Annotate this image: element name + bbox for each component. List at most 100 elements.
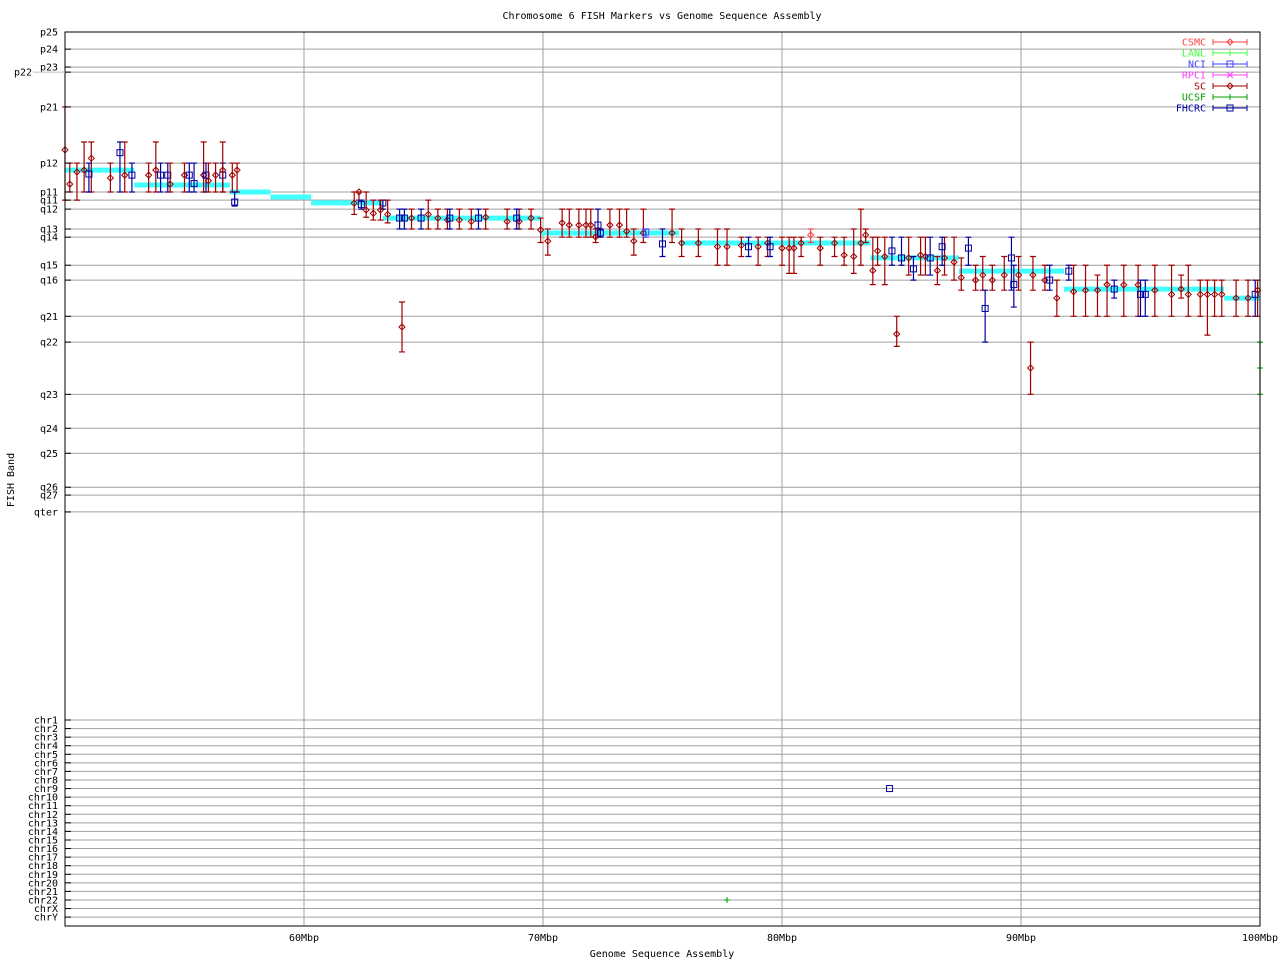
marker-point — [806, 231, 815, 239]
y-band-tick-label: p12 — [40, 159, 58, 170]
error-bar — [669, 208, 676, 244]
marker-sc — [228, 162, 237, 193]
marker-point — [587, 221, 595, 229]
marker-point — [737, 241, 746, 250]
marker-point — [116, 149, 124, 157]
y-band-tick-label: q23 — [40, 390, 58, 401]
marker-sc — [106, 162, 115, 193]
error-bar — [1001, 255, 1008, 291]
y-chr-tick-label: chrX — [34, 904, 58, 915]
marker-sc — [1029, 255, 1037, 291]
y-chr-tick-label: chr3 — [34, 733, 58, 744]
error-bar — [724, 228, 731, 266]
y-chr-tick-label: chr9 — [34, 784, 58, 795]
legend-sample-marker — [1226, 104, 1234, 112]
marker-sc — [591, 228, 600, 244]
error-bar — [1053, 279, 1060, 317]
y-band-tick-label: q21 — [40, 312, 58, 323]
error-bar — [767, 236, 774, 258]
legend-entry-ucsf: UCSF — [1182, 93, 1248, 104]
marker-point — [1120, 281, 1128, 289]
marker-sc — [873, 236, 882, 266]
marker-sc — [1184, 264, 1193, 317]
error-bar — [513, 208, 520, 230]
marker-point — [204, 177, 213, 185]
error-bar — [559, 208, 566, 238]
marker-point — [219, 166, 227, 174]
legend-sample-marker — [1227, 94, 1233, 100]
y-band-tick-label: p22 — [14, 68, 32, 79]
marker-point — [816, 244, 824, 252]
legend-label: CSMC — [1182, 38, 1206, 49]
y-chr-tick-label: chr2 — [34, 724, 58, 735]
error-bar — [446, 208, 453, 230]
y-chr-tick-label: chr8 — [34, 775, 58, 786]
marker-sc — [481, 208, 490, 230]
marker-point — [979, 271, 987, 279]
error-bar — [1211, 279, 1218, 317]
error-bar — [1010, 264, 1017, 308]
off-chromosome-marker — [886, 785, 894, 793]
error-bar — [418, 208, 425, 230]
marker-point — [434, 214, 442, 222]
marker-fhcrc — [659, 228, 666, 258]
marker-point — [1196, 290, 1204, 299]
error-bar — [874, 236, 881, 266]
y-band-tick-label: q26 — [40, 483, 58, 494]
y-chr-tick-label: chr19 — [28, 870, 58, 881]
error-bar — [1104, 264, 1111, 317]
y-chr-tick-label: chr5 — [34, 750, 58, 761]
marker-sc — [536, 217, 545, 244]
marker-point — [1232, 294, 1240, 302]
marker-sc — [121, 141, 129, 193]
marker-point — [893, 330, 901, 338]
marker-sc — [527, 208, 535, 230]
error-bar — [678, 228, 685, 258]
marker-point — [830, 239, 839, 247]
error-bar — [186, 162, 193, 193]
error-bar — [1111, 279, 1118, 299]
marker-sc — [950, 236, 958, 281]
marker-sc — [622, 208, 631, 238]
marker-sc — [1151, 264, 1159, 317]
legend-label: FHCRC — [1176, 104, 1206, 115]
legend-entry-csmc: CSMC — [1182, 38, 1248, 49]
marker-point — [1029, 271, 1037, 279]
marker-point — [940, 254, 949, 262]
error-bar — [121, 141, 128, 193]
marker-point — [166, 180, 174, 188]
marker-point — [861, 231, 870, 239]
marker-point — [1041, 276, 1049, 284]
marker-sc — [816, 236, 824, 266]
marker-point — [1110, 285, 1118, 293]
marker-sc — [677, 228, 686, 258]
marker-point — [481, 213, 490, 221]
marker-point — [622, 227, 631, 235]
error-bar — [1197, 279, 1204, 317]
marker-point — [668, 229, 676, 237]
marker-point — [1177, 285, 1185, 293]
legend-sample-line — [1212, 83, 1248, 89]
marker-point — [1081, 286, 1090, 294]
marker-sc — [957, 257, 965, 291]
error-bar — [1120, 264, 1127, 317]
y-chr-tick-label: chr1 — [34, 716, 58, 727]
marker-fhcrc — [400, 208, 408, 230]
error-bar — [377, 199, 384, 221]
marker-point — [1203, 290, 1212, 299]
marker-sc — [861, 228, 870, 244]
marker-sc — [1210, 279, 1219, 317]
y-chr-tick-label: chr11 — [28, 801, 58, 812]
marker-point — [938, 243, 946, 251]
marker-point — [73, 168, 81, 176]
error-bar — [850, 228, 857, 274]
marker-fhcrc — [766, 236, 774, 258]
marker-sc — [606, 208, 614, 238]
marker-sc — [434, 208, 442, 230]
marker-fhcrc — [128, 162, 136, 193]
marker-point — [630, 237, 638, 245]
marker-point — [849, 252, 858, 261]
error-bar — [1027, 341, 1034, 395]
error-bar — [434, 208, 441, 230]
marker-sc — [80, 141, 88, 193]
